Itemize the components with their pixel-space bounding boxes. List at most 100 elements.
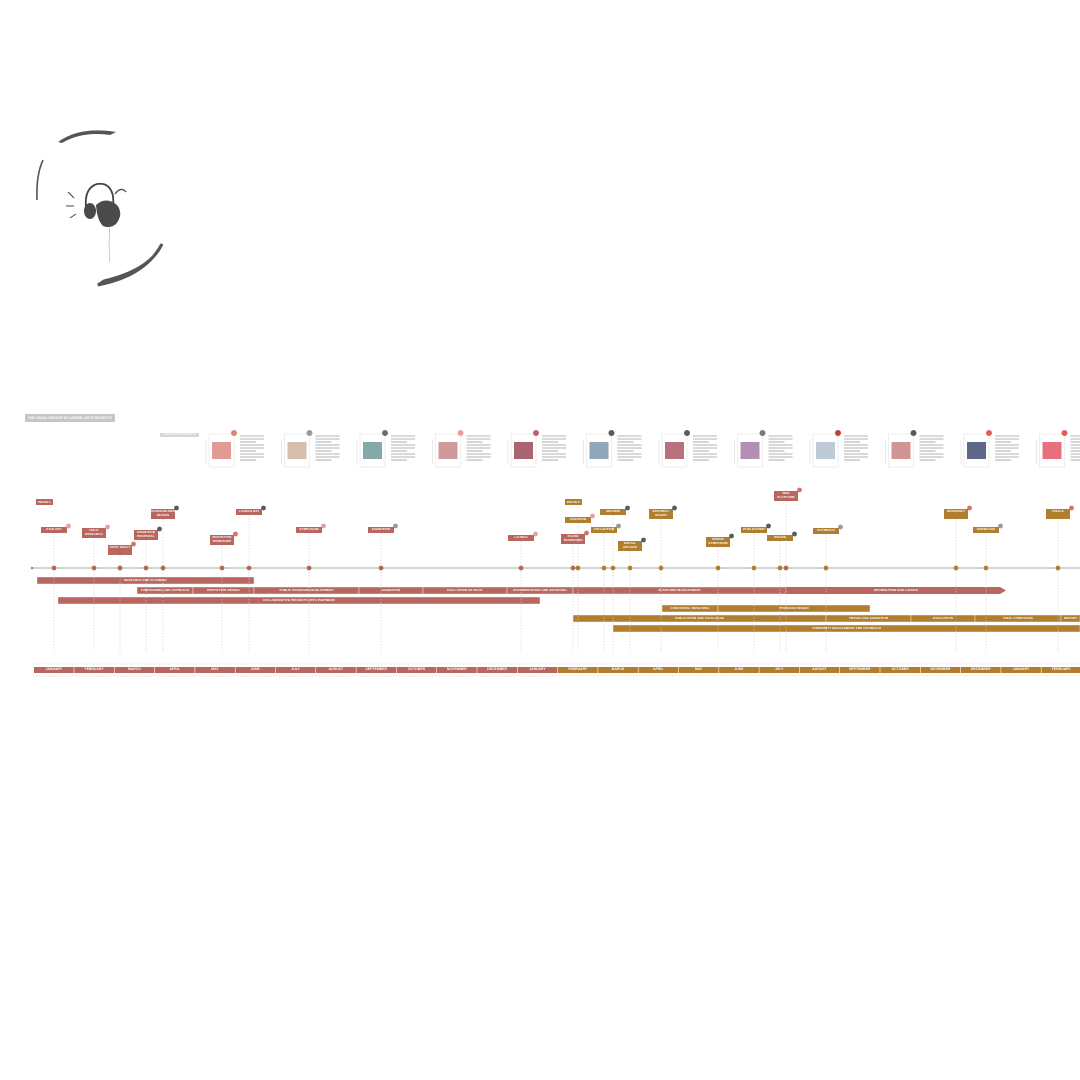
bar-label: PROTOTYPE DESIGN: [207, 587, 240, 592]
milestone[interactable]: [600, 505, 630, 652]
accent-dot: [910, 430, 917, 436]
month-cell: [114, 667, 155, 673]
gallery-card[interactable]: [658, 430, 717, 468]
milestone-badge: [641, 537, 646, 543]
milestone[interactable]: [813, 524, 843, 652]
milestone-badge: [261, 505, 266, 511]
milestone-box: [944, 509, 968, 519]
milestone[interactable]: [741, 523, 771, 652]
gallery-card[interactable]: [885, 430, 944, 468]
accent-dot: [684, 430, 690, 436]
milestone-label: EXHIBITION PROPOSAL: [136, 530, 156, 538]
milestone[interactable]: [591, 523, 621, 652]
milestone[interactable]: [296, 523, 326, 652]
month-label: FEBRUARY: [568, 667, 588, 672]
milestone[interactable]: [508, 531, 538, 652]
gallery-card[interactable]: [356, 430, 415, 468]
milestone-badge: [998, 523, 1003, 529]
month-label: FEBRUARY: [1051, 667, 1071, 672]
milestone[interactable]: [151, 505, 179, 652]
gallery-card[interactable]: [960, 430, 1019, 468]
milestone-label: STAKEHOLDER REVIEW: [151, 509, 175, 517]
accent-dot: [759, 430, 766, 436]
month-label: MARCH: [128, 667, 141, 672]
milestone[interactable]: [767, 531, 797, 652]
gallery-card[interactable]: [1036, 430, 1080, 468]
milestone[interactable]: [108, 541, 136, 652]
milestone-label: LAUNCH: [514, 535, 528, 540]
duration-bar[interactable]: [1060, 614, 1080, 623]
gallery-card[interactable]: [432, 430, 491, 468]
milestone[interactable]: [368, 523, 398, 652]
bar-label: PUBLICATION AND CATALOGUE: [674, 615, 725, 620]
milestone-box: [973, 527, 999, 533]
duration-bar[interactable]: [57, 596, 541, 605]
gallery-card[interactable]: [507, 430, 566, 468]
milestone[interactable]: [561, 530, 589, 652]
milestone[interactable]: [82, 524, 110, 652]
month-cell: [880, 667, 920, 673]
artwork-thumbnail: [1042, 442, 1062, 459]
milestone-badge: [838, 524, 843, 530]
month-label: OCTOBER: [407, 667, 426, 672]
month-cell: [437, 667, 477, 673]
milestone[interactable]: [706, 533, 734, 652]
milestone[interactable]: [134, 526, 162, 652]
month-cell: [678, 667, 719, 673]
bar-label: EVALUATION OF PILOT: [447, 587, 483, 592]
milestone-badge: [616, 523, 621, 529]
milestone-badge: [321, 523, 326, 529]
milestone-box: [41, 527, 67, 533]
month-cell: [598, 667, 638, 673]
milestone-label: CURATION: [569, 517, 587, 522]
milestone[interactable]: [565, 513, 595, 652]
gallery-card[interactable]: [583, 430, 642, 468]
milestone-badge: [625, 505, 630, 511]
milestone-label: RESIDENCY: [946, 509, 966, 514]
milestone-badge: [766, 523, 771, 529]
gallery-card[interactable]: [809, 430, 868, 468]
duration-bar[interactable]: [612, 624, 1080, 633]
milestone-dot: [1055, 565, 1061, 571]
gallery-card[interactable]: [281, 430, 340, 468]
milestone[interactable]: [618, 537, 646, 652]
accent-dot: [986, 430, 992, 436]
duration-bar[interactable]: [786, 587, 1006, 594]
milestone[interactable]: [1046, 505, 1074, 652]
milestone[interactable]: [973, 523, 1003, 652]
milestone[interactable]: [774, 487, 802, 652]
artwork-thumbnail: [816, 442, 835, 459]
gallery-card[interactable]: [205, 430, 264, 468]
bar-label: PUBLIC PROGRAM DEVELOPMENT: [279, 587, 334, 592]
milestone[interactable]: [649, 505, 677, 652]
bar-label: EVALUATION: [932, 615, 954, 620]
bar-label: DISTRIBUTION AND LAUNCH: [873, 587, 919, 592]
milestone-box: [236, 509, 262, 515]
artwork-thumbnail: [287, 442, 307, 459]
month-label: APRIL: [653, 667, 664, 672]
milestone-label: PHASE TRANSITION: [563, 534, 583, 542]
month-cell: [316, 667, 356, 673]
month-cell: [557, 667, 598, 673]
month-label: NOVEMBER: [930, 667, 951, 672]
artwork-thumbnail: [514, 442, 533, 459]
gallery-card[interactable]: [734, 430, 793, 468]
artwork-thumbnail: [363, 442, 382, 459]
phase-1-tag: PHASE 1: [36, 499, 53, 505]
month-label: JUNE: [250, 667, 260, 672]
milestone-badge: [131, 541, 136, 547]
milestone-badge: [233, 531, 238, 537]
milestone-label: KICK-OFF: [46, 527, 62, 532]
milestone-dot: [575, 565, 581, 571]
milestone[interactable]: [236, 505, 266, 652]
month-cell: [396, 667, 437, 673]
milestone-box: [565, 517, 591, 523]
duration-bar[interactable]: [36, 576, 255, 585]
month-cell: [195, 667, 235, 673]
milestone[interactable]: [210, 531, 238, 652]
milestone-badge: [105, 524, 110, 530]
artwork-thumbnail: [212, 442, 231, 459]
milestone[interactable]: [41, 523, 71, 652]
milestone[interactable]: [944, 505, 972, 652]
